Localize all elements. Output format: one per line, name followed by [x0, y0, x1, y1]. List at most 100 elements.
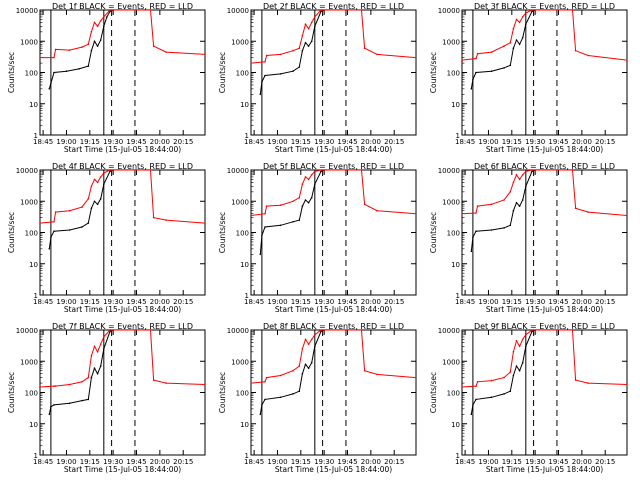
lld-data-point: [531, 330, 533, 331]
x-tick-label: 19:00: [56, 138, 76, 146]
y-tick-label: 1000: [20, 198, 38, 206]
lld-data-point: [314, 16, 316, 18]
x-tick-label: 18:45: [244, 458, 264, 466]
chart-title: Det 2f BLACK = Events, RED = LLD: [263, 2, 404, 11]
events-data-point: [298, 219, 301, 221]
events-data-point: [472, 78, 474, 81]
x-axis-label: Start Time (15-Jul-05 18:44:00): [64, 465, 181, 474]
lld-data-point: [93, 345, 96, 348]
y-tick-label: 1000: [442, 358, 460, 366]
chart-title: Det 3f BLACK = Events, RED = LLD: [474, 2, 615, 11]
chart-panel-3: Det 3f BLACK = Events, RED = LLD 1 10 100 10…: [429, 2, 628, 154]
events-data-point: [68, 402, 71, 405]
x-tick-label: 19:15: [291, 298, 311, 306]
lld-data-point: [307, 178, 310, 181]
lld-data-point: [521, 338, 524, 341]
x-tick-label: 19:15: [502, 458, 522, 466]
lld-data-point: [571, 330, 574, 331]
events-data-point: [304, 199, 307, 201]
lld-data-point: [292, 49, 294, 52]
events-data-point: [515, 39, 518, 41]
x-tick-label: 19:15: [502, 138, 522, 146]
lld-data-point: [301, 34, 304, 37]
plot-frame: [461, 329, 628, 456]
lld-data-point: [310, 21, 313, 24]
events-data-point: [490, 229, 493, 231]
lld-data-point: [87, 198, 90, 200]
lld-series-line: [251, 10, 416, 64]
lld-data-point: [109, 10, 111, 11]
lld-data-point: [320, 330, 322, 331]
x-tick-label: 20:15: [173, 458, 193, 466]
lld-data-point: [93, 21, 96, 24]
x-tick-label: 19:00: [56, 458, 76, 466]
lld-series-line: [40, 10, 205, 59]
lld-series-line: [251, 330, 416, 384]
events-data-point: [320, 170, 322, 173]
lld-data-point: [204, 383, 205, 386]
y-axis-label: Counts/sec: [218, 372, 227, 413]
x-tick-label: 20:00: [361, 458, 381, 466]
y-tick-label: 100: [447, 230, 460, 238]
lld-data-point: [292, 369, 294, 372]
events-data-point: [103, 183, 105, 185]
y-axis-label: Counts/sec: [7, 372, 16, 413]
events-data-point: [298, 66, 301, 68]
events-data-point: [259, 253, 262, 256]
lld-data-point: [204, 53, 205, 56]
events-data-point: [81, 399, 83, 402]
y-tick-label: 100: [447, 390, 460, 398]
lld-data-point: [376, 53, 378, 56]
lld-data-point: [509, 371, 512, 373]
x-tick-label: 19:00: [478, 298, 498, 306]
lld-data-point: [574, 207, 577, 209]
y-tick-label: 100: [236, 70, 249, 78]
y-tick-label: 10: [451, 421, 460, 429]
x-tick-label: 20:15: [595, 138, 615, 146]
y-tick-label: 1: [245, 132, 249, 140]
lld-data-point: [109, 330, 111, 331]
lld-data-point: [265, 376, 268, 379]
lld-data-point: [531, 170, 533, 171]
lld-data-point: [626, 214, 627, 217]
chart-panel-2: Det 2f BLACK = Events, RED = LLD 1 10 100 10…: [218, 2, 417, 154]
plot-frame: [39, 169, 206, 296]
lld-data-point: [279, 374, 282, 377]
x-tick-label: 20:00: [361, 138, 381, 146]
x-tick-label: 19:45: [548, 458, 568, 466]
lld-data-point: [320, 10, 322, 11]
x-axis-label: Start Time (15-Jul-05 18:44:00): [486, 465, 603, 474]
y-tick-label: 100: [25, 390, 38, 398]
y-tick-label: 10: [451, 101, 460, 109]
y-tick-label: 1000: [231, 198, 249, 206]
events-data-point: [307, 201, 310, 204]
events-data-point: [503, 227, 505, 229]
y-tick-label: 10000: [16, 327, 38, 335]
events-data-point: [96, 372, 99, 375]
y-tick-label: 1000: [20, 38, 38, 46]
events-data-point: [261, 404, 263, 406]
events-data-point: [470, 413, 473, 416]
lld-data-point: [363, 47, 366, 49]
events-data-point: [53, 71, 55, 74]
lld-data-point: [304, 176, 307, 178]
events-data-point: [304, 363, 307, 366]
y-axis-label: Counts/sec: [429, 52, 438, 93]
events-data-point: [48, 248, 51, 250]
events-data-point: [521, 36, 524, 39]
chart-panel-8: Det 8f BLACK = Events, RED = LLD 1 10 100 10…: [218, 322, 417, 474]
y-tick-label: 100: [25, 70, 38, 78]
lld-data-point: [462, 212, 463, 215]
lld-data-point: [54, 211, 57, 213]
y-tick-label: 10000: [227, 327, 249, 335]
events-data-point: [475, 71, 477, 74]
lld-data-point: [509, 41, 512, 44]
lld-data-point: [54, 48, 57, 51]
events-data-point: [320, 330, 322, 333]
events-data-point: [509, 64, 512, 67]
events-data-point: [90, 376, 93, 379]
y-tick-label: 100: [447, 70, 460, 78]
y-tick-label: 10000: [227, 7, 249, 15]
events-data-point: [531, 330, 533, 333]
x-axis-label: Start Time (15-Jul-05 18:44:00): [275, 465, 392, 474]
